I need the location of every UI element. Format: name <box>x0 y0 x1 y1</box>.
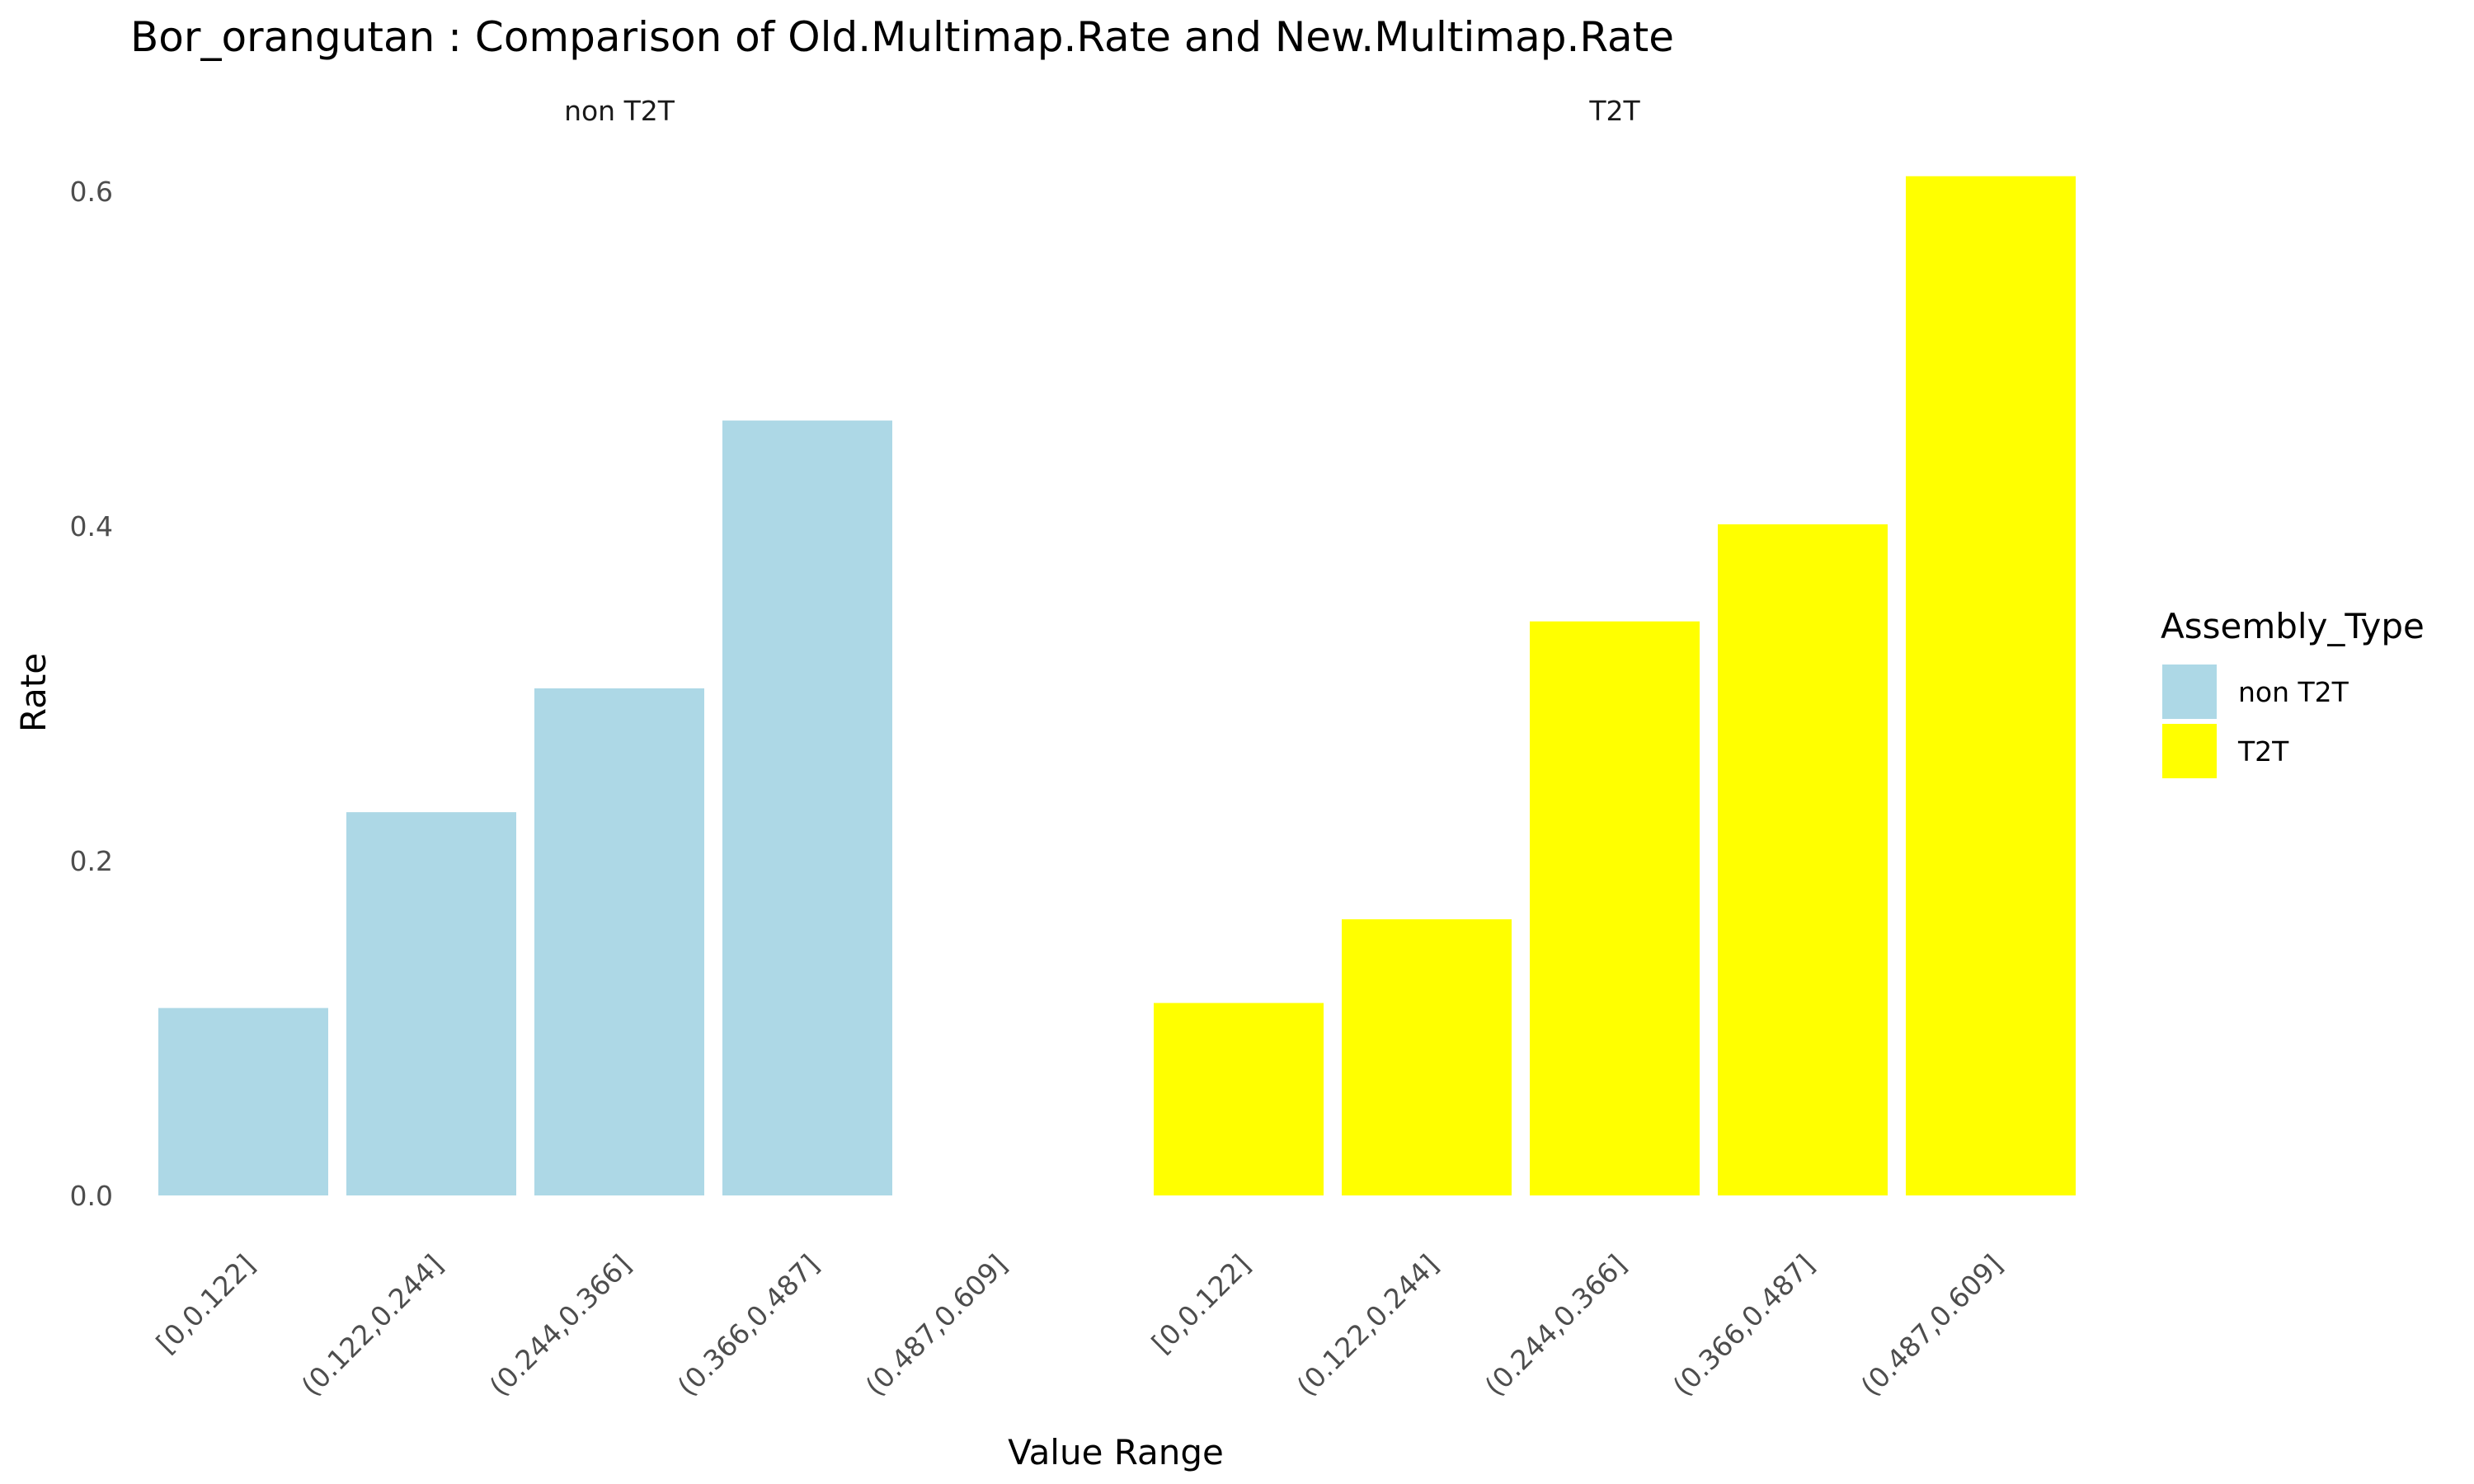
x-tick-label: (0.244,0.366] <box>1479 1248 1633 1402</box>
bar <box>1342 919 1512 1195</box>
x-tick-label: (0.487,0.609] <box>859 1248 1014 1402</box>
legend-entries: non T2T T2T <box>2162 665 2349 778</box>
y-tick-label: 0.6 <box>70 176 113 208</box>
x-tick-label: (0.122,0.244] <box>1291 1248 1445 1402</box>
legend-swatch <box>2162 724 2217 778</box>
legend: Assembly_Type non T2T T2T <box>2161 606 2425 778</box>
x-tick-label: [0,0.122] <box>150 1248 261 1360</box>
x-tick-label: (0.366,0.487] <box>1667 1248 1821 1402</box>
facet-strip-label: non T2T <box>564 95 675 127</box>
y-axis-title: Rate <box>13 653 54 732</box>
legend-title: Assembly_Type <box>2161 606 2425 646</box>
bar <box>158 1007 328 1195</box>
bar <box>1154 1003 1324 1195</box>
y-tick-label: 0.4 <box>70 510 113 542</box>
y-tick-label: 0.2 <box>70 845 113 877</box>
bar <box>346 812 516 1195</box>
legend-swatch <box>2162 665 2217 719</box>
y-axis: 0.0 0.2 0.4 0.6 <box>70 176 113 1212</box>
bar <box>722 420 892 1195</box>
x-tick-label: (0.244,0.366] <box>483 1248 637 1402</box>
facet-strip-label: T2T <box>1588 95 1640 127</box>
legend-label: non T2T <box>2238 676 2349 708</box>
bar <box>1906 176 2076 1196</box>
x-tick-label: (0.366,0.487] <box>671 1248 825 1402</box>
bar <box>1530 621 1700 1195</box>
bar <box>534 688 704 1195</box>
x-tick-label: (0.487,0.609] <box>1855 1248 2009 1402</box>
legend-label: T2T <box>2237 735 2289 768</box>
x-tick-label: [0,0.122] <box>1145 1248 1257 1360</box>
x-axis-title: Value Range <box>1008 1432 1224 1472</box>
bars <box>158 176 2076 1196</box>
y-tick-label: 0.0 <box>70 1180 113 1212</box>
x-tick-label: (0.122,0.244] <box>295 1248 449 1402</box>
facet-strips: non T2T T2T <box>564 95 1640 127</box>
bar <box>1718 524 1888 1195</box>
x-axis: [0,0.122] (0.122,0.244] (0.244,0.366] (0.36… <box>150 1248 2009 1402</box>
chart-title: Bor_orangutan : Comparison of Old.Multim… <box>130 13 1674 61</box>
